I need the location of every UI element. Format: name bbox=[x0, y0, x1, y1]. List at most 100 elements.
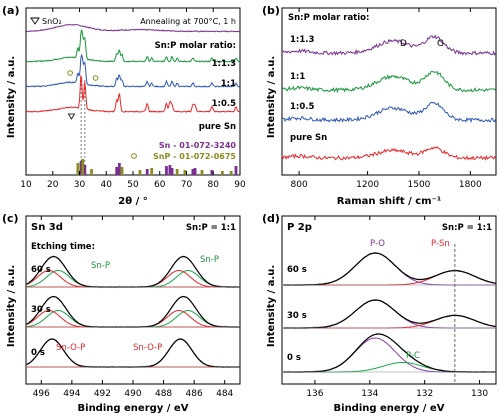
panel-d-raw-2 bbox=[283, 332, 497, 374]
panel-a-tick-label-5: 60 bbox=[154, 180, 166, 190]
panel-d-fit-p-o-2 bbox=[283, 337, 496, 373]
panel-a-tick-label-8: 90 bbox=[234, 180, 246, 190]
panel-a: (a) Intensity / a.u. 10 20 30 40 50 60 70 80 90 … bbox=[2, 4, 246, 207]
panel-c-row-label-0s: 0 s bbox=[31, 348, 45, 358]
panel-d-row-label-0s: 0 s bbox=[287, 353, 301, 363]
panel-d-frame bbox=[281, 215, 497, 385]
panel-b-series-label-4: pure Sn bbox=[290, 133, 327, 143]
snp-reference-bar bbox=[90, 169, 93, 175]
panel-c: (c) Intensity / a.u. 496 494 492 490 488 486 4… bbox=[2, 212, 241, 414]
panel-d-tick-label-3: 130 bbox=[471, 389, 488, 399]
snp-reference-bar bbox=[150, 168, 154, 175]
panel-c-fit-sn-p-1 bbox=[26, 310, 240, 328]
panel-d-peak-label-pc: P-C bbox=[406, 351, 420, 361]
panel-c-fit-sn-p-0 bbox=[26, 270, 240, 288]
panel-c-tick-label-2: 492 bbox=[94, 389, 111, 399]
snp-circle-marker bbox=[67, 70, 73, 76]
panel-d-fit-p-sn-0 bbox=[283, 270, 497, 286]
panel-b-x-ticks: 800 1200 1500 1800 bbox=[291, 8, 482, 190]
sn-reference-bar bbox=[193, 168, 197, 175]
panel-d-fit-p-c-2 bbox=[283, 362, 496, 373]
panel-b-tick-label-3: 1800 bbox=[459, 180, 482, 190]
panel-d-plot bbox=[282, 244, 497, 384]
panel-b-series-label-3: 1:0.5 bbox=[290, 102, 314, 112]
panel-b-series-label-1: 1:1.3 bbox=[290, 35, 314, 45]
panel-c-peak-label-snp-left: Sn-P bbox=[91, 261, 110, 271]
panel-d-fit-p-o-0 bbox=[283, 252, 496, 286]
panel-c-tick-label-3: 490 bbox=[124, 389, 141, 399]
panel-c-fit-sn-o-p-0 bbox=[26, 270, 240, 288]
panel-b-frame bbox=[281, 7, 497, 176]
panel-a-ref-snp: SnP - 01-072-0675 bbox=[153, 152, 236, 161]
panel-d-tick-label-1: 134 bbox=[361, 389, 378, 399]
panel-label-c: (c) bbox=[2, 212, 19, 225]
snp-reference-bar bbox=[183, 170, 187, 175]
sno2-triangle-marker bbox=[67, 113, 76, 120]
snp-reference-bar bbox=[81, 159, 85, 175]
sn-reference-bar bbox=[210, 170, 214, 175]
panel-a-tick-label-7: 80 bbox=[208, 180, 220, 190]
sno2-triangle-icon bbox=[30, 17, 40, 25]
snp-reference-bar bbox=[138, 170, 142, 175]
panel-a-x-ticks: 10 20 30 40 50 60 70 80 90 bbox=[20, 8, 246, 190]
panel-d-tick-label-2: 132 bbox=[416, 389, 433, 399]
panel-b-tick-label-1: 1200 bbox=[356, 180, 379, 190]
sn-reference-bar bbox=[234, 166, 238, 175]
panel-a-ratio-title: Sn:P molar ratio: bbox=[155, 41, 236, 51]
panel-a-tick-label-1: 20 bbox=[47, 180, 59, 190]
sn-reference-bar bbox=[115, 167, 119, 175]
panel-a-tick-label-2: 30 bbox=[74, 180, 86, 190]
sn-reference-bar bbox=[117, 163, 121, 175]
panel-c-peak-label-snop-left: Sn-O-P bbox=[56, 343, 85, 353]
panel-d-title: P 2p bbox=[287, 222, 312, 233]
panel-c-row-label-30s: 30 s bbox=[31, 305, 51, 315]
panel-c-etching-title: Etching time: bbox=[31, 242, 95, 252]
panel-d-ratio: Sn:P = 1:1 bbox=[442, 223, 492, 233]
panel-d-peak-label-po: P-O bbox=[370, 239, 385, 249]
panel-a-tick-label-3: 40 bbox=[101, 180, 113, 190]
snp-reference-bar bbox=[76, 163, 80, 175]
panel-c-fit-sn-p-1 bbox=[26, 310, 240, 328]
snp-reference-bar bbox=[200, 170, 204, 175]
panel-c-x-ticks: 496 494 492 490 488 486 484 bbox=[33, 216, 234, 399]
panel-d-raw-0 bbox=[283, 252, 497, 287]
panel-b-ylabel: Intensity / a.u. bbox=[266, 56, 277, 138]
panel-c-envelope-1 bbox=[26, 295, 240, 328]
panel-c-xlabel: Binding energy / eV bbox=[78, 403, 189, 414]
panel-b-tick-label-0: 800 bbox=[291, 180, 308, 190]
panel-a-legend-sno2: SnO₂ bbox=[42, 17, 62, 26]
panel-b-tick-label-2: 1500 bbox=[408, 180, 431, 190]
panel-d: (d) Intensity / a.u. 136 134 132 130 Bindin… bbox=[262, 212, 497, 414]
sn-reference-bar bbox=[168, 165, 172, 175]
panel-c-fit-sn-o-p-1 bbox=[26, 310, 240, 328]
panel-a-ylabel: Intensity / a.u. bbox=[6, 56, 17, 138]
sn-reference-bar bbox=[165, 166, 168, 175]
panel-a-tick-label-0: 10 bbox=[20, 180, 32, 190]
panel-c-tick-label-0: 496 bbox=[33, 389, 50, 399]
snp-circle-icon bbox=[131, 153, 137, 159]
panel-label-d: (d) bbox=[262, 212, 280, 225]
panel-d-ylabel: Intensity / a.u. bbox=[266, 265, 277, 347]
panel-a-plot bbox=[25, 23, 241, 175]
snp-reference-bar bbox=[175, 169, 179, 175]
panel-b-plot bbox=[281, 34, 497, 161]
panel-label-a: (a) bbox=[2, 4, 19, 17]
panel-b-xlabel: Raman shift / cm⁻¹ bbox=[337, 196, 441, 207]
panel-b: (b) Intensity / a.u. 800 1200 1500 1800 Ram… bbox=[262, 4, 497, 207]
panel-a-series-line-2 bbox=[25, 29, 241, 63]
panel-c-tick-label-6: 484 bbox=[216, 389, 233, 399]
panel-a-tick-label-6: 70 bbox=[181, 180, 193, 190]
panel-b-band-d: D bbox=[400, 39, 407, 49]
panel-a-ref-sn: Sn - 01-072-3240 bbox=[159, 141, 237, 150]
panel-c-row-label-60s: 60 s bbox=[31, 265, 51, 275]
panel-a-series-label-1: 1:1.3 bbox=[212, 59, 236, 69]
panel-b-series-line-1 bbox=[281, 34, 497, 56]
panel-c-peak-label-snp-right: Sn-P bbox=[200, 255, 219, 265]
panel-b-band-g: G bbox=[437, 39, 444, 49]
panel-label-b: (b) bbox=[262, 4, 280, 17]
panel-a-series-line-4 bbox=[25, 74, 241, 113]
panel-d-peak-label-psn: P-Sn bbox=[431, 239, 450, 249]
panel-d-row-label-60s: 60 s bbox=[287, 265, 307, 275]
panel-b-series-label-2: 1:1 bbox=[290, 72, 305, 82]
panel-a-series-label-2: 1:1 bbox=[221, 79, 236, 89]
